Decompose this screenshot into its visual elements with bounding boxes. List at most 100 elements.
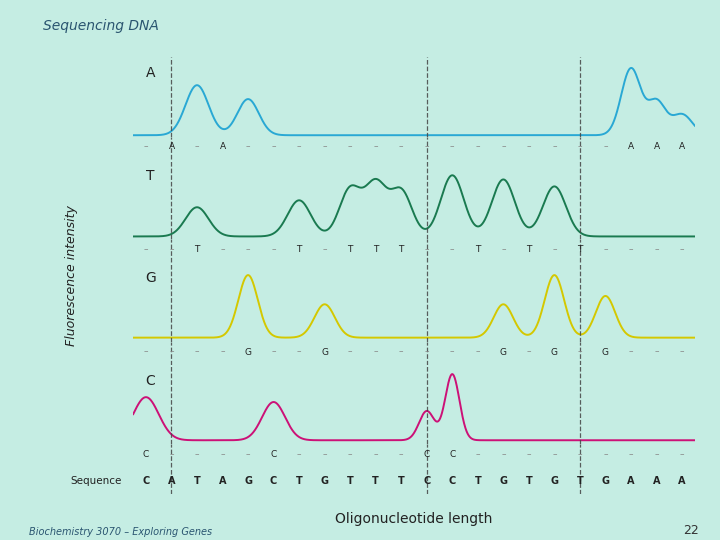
Text: –: –	[144, 245, 148, 254]
Text: T: T	[398, 476, 405, 485]
Text: T: T	[296, 476, 302, 485]
Text: –: –	[399, 348, 403, 356]
Text: –: –	[195, 348, 199, 356]
Text: A: A	[145, 66, 155, 80]
Text: –: –	[577, 450, 582, 459]
Text: –: –	[144, 348, 148, 356]
Text: –: –	[399, 450, 403, 459]
Text: –: –	[271, 348, 276, 356]
Text: –: –	[169, 450, 174, 459]
Text: –: –	[348, 450, 352, 459]
Text: Fluorescence intensity: Fluorescence intensity	[66, 205, 78, 346]
Text: Biochemistry 3070 – Exploring Genes: Biochemistry 3070 – Exploring Genes	[29, 527, 212, 537]
Text: –: –	[450, 245, 454, 254]
Text: A: A	[220, 143, 225, 151]
Text: –: –	[323, 143, 327, 151]
Text: T: T	[348, 245, 353, 254]
Text: G: G	[500, 348, 507, 356]
Text: Sequencing DNA: Sequencing DNA	[43, 19, 159, 33]
Text: –: –	[450, 348, 454, 356]
Text: T: T	[526, 245, 531, 254]
Text: A: A	[654, 143, 660, 151]
Text: –: –	[654, 245, 659, 254]
Text: G: G	[551, 348, 558, 356]
Text: –: –	[374, 450, 378, 459]
Text: A: A	[679, 143, 685, 151]
Text: –: –	[654, 348, 659, 356]
Text: –: –	[603, 450, 608, 459]
Text: –: –	[323, 245, 327, 254]
Text: –: –	[425, 245, 429, 254]
Text: –: –	[526, 450, 531, 459]
Text: G: G	[500, 476, 508, 485]
Text: –: –	[526, 348, 531, 356]
Text: C: C	[143, 476, 150, 485]
Text: G: G	[601, 476, 609, 485]
Text: T: T	[373, 245, 379, 254]
Text: –: –	[425, 143, 429, 151]
Text: –: –	[629, 450, 633, 459]
Text: –: –	[246, 450, 251, 459]
Text: C: C	[145, 374, 156, 388]
Text: A: A	[168, 143, 174, 151]
Text: –: –	[195, 450, 199, 459]
Text: T: T	[347, 476, 354, 485]
Text: A: A	[627, 476, 635, 485]
Text: –: –	[476, 450, 480, 459]
Text: –: –	[552, 245, 557, 254]
Text: –: –	[654, 450, 659, 459]
Text: –: –	[629, 348, 633, 356]
Text: T: T	[399, 245, 404, 254]
Text: –: –	[603, 143, 608, 151]
Text: –: –	[526, 143, 531, 151]
Text: A: A	[168, 476, 175, 485]
Text: –: –	[271, 245, 276, 254]
Text: –: –	[501, 143, 505, 151]
Text: T: T	[526, 476, 532, 485]
Text: –: –	[169, 348, 174, 356]
Text: C: C	[449, 476, 456, 485]
Text: –: –	[220, 450, 225, 459]
Text: G: G	[244, 476, 252, 485]
Text: –: –	[629, 245, 633, 254]
Text: –: –	[577, 348, 582, 356]
Text: –: –	[425, 348, 429, 356]
Text: C: C	[271, 450, 276, 459]
Text: –: –	[323, 450, 327, 459]
Text: G: G	[550, 476, 559, 485]
Text: –: –	[246, 143, 251, 151]
Text: –: –	[271, 143, 276, 151]
Text: G: G	[321, 348, 328, 356]
Text: –: –	[374, 143, 378, 151]
Text: C: C	[270, 476, 277, 485]
Text: C: C	[423, 476, 431, 485]
Text: –: –	[195, 143, 199, 151]
Text: T: T	[297, 245, 302, 254]
Text: 22: 22	[683, 524, 698, 537]
Text: C: C	[423, 450, 430, 459]
Text: –: –	[476, 348, 480, 356]
Text: G: G	[245, 348, 251, 356]
Text: –: –	[552, 450, 557, 459]
Text: –: –	[680, 245, 684, 254]
Text: –: –	[680, 348, 684, 356]
Text: –: –	[297, 348, 302, 356]
Text: T: T	[577, 476, 583, 485]
Text: T: T	[194, 476, 200, 485]
Text: Oligonucleotide length: Oligonucleotide length	[336, 512, 492, 526]
Text: Sequence: Sequence	[71, 476, 122, 485]
Text: T: T	[474, 476, 481, 485]
Text: T: T	[145, 169, 154, 183]
Text: –: –	[680, 450, 684, 459]
Text: G: G	[320, 476, 328, 485]
Text: –: –	[399, 143, 403, 151]
Text: T: T	[577, 245, 582, 254]
Text: –: –	[603, 245, 608, 254]
Text: A: A	[219, 476, 226, 485]
Text: C: C	[143, 450, 149, 459]
Text: –: –	[501, 450, 505, 459]
Text: A: A	[678, 476, 685, 485]
Text: A: A	[628, 143, 634, 151]
Text: –: –	[577, 143, 582, 151]
Text: T: T	[475, 245, 480, 254]
